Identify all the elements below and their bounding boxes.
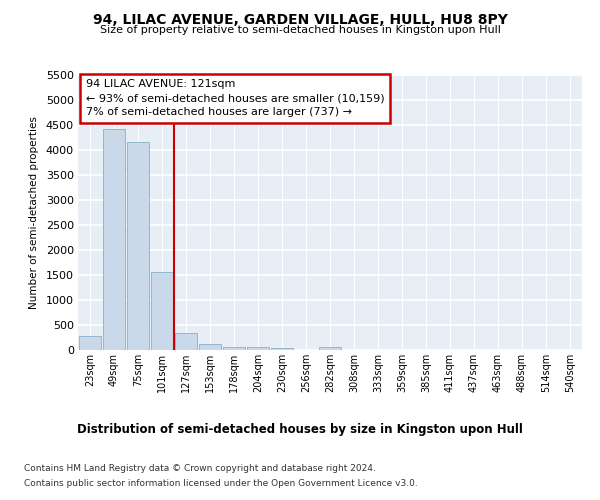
Bar <box>175 332 197 350</box>
Bar <box>199 344 221 350</box>
Y-axis label: Number of semi-detached properties: Number of semi-detached properties <box>29 116 39 309</box>
Bar <box>271 348 293 350</box>
Text: 94 LILAC AVENUE: 121sqm
← 93% of semi-detached houses are smaller (10,159)
7% of: 94 LILAC AVENUE: 121sqm ← 93% of semi-de… <box>86 79 384 117</box>
Bar <box>127 142 149 350</box>
Text: Distribution of semi-detached houses by size in Kingston upon Hull: Distribution of semi-detached houses by … <box>77 422 523 436</box>
Bar <box>103 129 125 350</box>
Text: Contains HM Land Registry data © Crown copyright and database right 2024.: Contains HM Land Registry data © Crown c… <box>24 464 376 473</box>
Text: 94, LILAC AVENUE, GARDEN VILLAGE, HULL, HU8 8PY: 94, LILAC AVENUE, GARDEN VILLAGE, HULL, … <box>92 12 508 26</box>
Bar <box>319 347 341 350</box>
Bar <box>247 347 269 350</box>
Text: Size of property relative to semi-detached houses in Kingston upon Hull: Size of property relative to semi-detach… <box>100 25 500 35</box>
Text: Contains public sector information licensed under the Open Government Licence v3: Contains public sector information licen… <box>24 479 418 488</box>
Bar <box>223 347 245 350</box>
Bar <box>79 336 101 350</box>
Bar <box>151 272 173 350</box>
